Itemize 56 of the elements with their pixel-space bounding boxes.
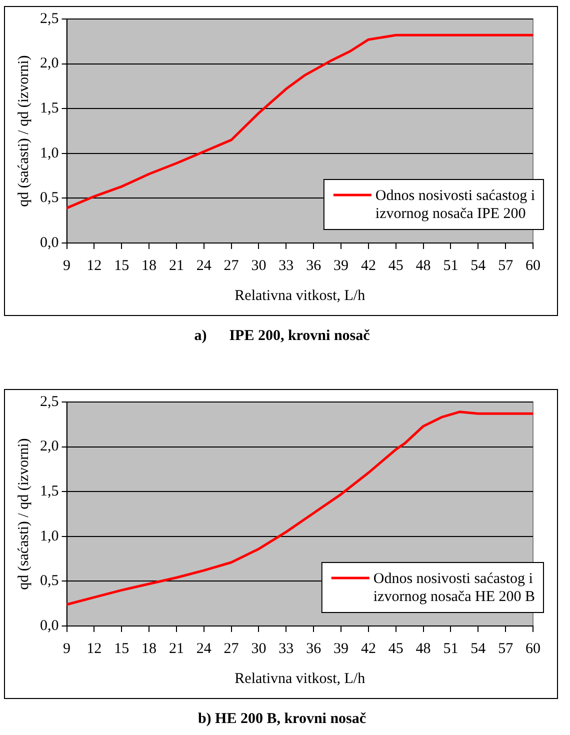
x-tick-label: 60 — [526, 640, 540, 657]
y-tick-label: 0,0 — [40, 618, 59, 634]
x-tick-label: 39 — [334, 258, 349, 274]
x-tick-label: 42 — [360, 258, 376, 274]
y-tick-label: 0,5 — [40, 573, 59, 590]
y-tick-label: 2,0 — [40, 438, 59, 455]
x-tick-label: 18 — [142, 640, 157, 657]
x-tick-label: 21 — [168, 640, 184, 657]
legend-label: Odnos nosivosti saćastog i izvornog nosača HE 200 B — [373, 570, 536, 605]
x-tick-label: 48 — [416, 640, 431, 657]
x-tick-label: 30 — [251, 640, 266, 657]
x-tick-label: 57 — [498, 640, 514, 657]
text: a) IPE 200, krovni nosač — [193, 328, 371, 345]
x-tick-label: 18 — [142, 258, 157, 274]
x-tick-label: 21 — [168, 258, 184, 274]
x-tick-label: 15 — [114, 640, 130, 657]
x-tick-label: 33 — [278, 640, 294, 657]
y-tick-label: 2,0 — [40, 56, 59, 72]
x-tick-label: 36 — [306, 258, 322, 274]
x-tick-label: 57 — [498, 258, 514, 274]
x-tick-label: 45 — [388, 640, 404, 657]
x-tick-label: 36 — [306, 640, 322, 657]
x-tick-label: 30 — [251, 258, 266, 274]
x-tick-label: 27 — [224, 258, 240, 274]
x-tick-label: 9 — [63, 640, 70, 657]
x-tick-label: 15 — [114, 258, 130, 274]
x-tick-label: 45 — [388, 258, 404, 274]
text: b) HE 200 B, krovni nosač — [196, 711, 368, 728]
y-axis-title: qd (saćasti) / qd (izvorni) — [16, 55, 32, 207]
y-tick-label: 0,0 — [40, 234, 59, 251]
x-tick-label: 24 — [196, 258, 212, 274]
legend-label: Odnos nosivosti saćastog i izvornog nosača IPE 200 — [375, 188, 536, 222]
y-tick-label: 0,5 — [40, 190, 59, 206]
x-tick-label: 12 — [86, 258, 102, 274]
x-tick-label: 60 — [526, 258, 540, 274]
x-tick-label: 51 — [443, 258, 458, 274]
x-tick-label: 33 — [278, 258, 294, 274]
x-axis-title: Relativna vitkost, L/h — [234, 288, 366, 304]
y-axis-title: qd (saćasti) / qd (izvorni) — [16, 438, 32, 590]
x-tick-label: 12 — [86, 640, 102, 657]
x-tick-label: 54 — [470, 258, 486, 274]
y-tick-label: 1,0 — [40, 528, 59, 544]
y-tick-label: 1,5 — [40, 484, 59, 500]
x-axis-title: Relativna vitkost, L/h — [234, 670, 366, 687]
x-tick-label: 54 — [470, 640, 486, 657]
y-tick-label: 1,5 — [40, 100, 59, 117]
y-tick-label: 2,5 — [40, 10, 59, 27]
x-tick-label: 42 — [360, 640, 376, 657]
x-tick-label: 39 — [334, 640, 349, 657]
x-tick-label: 51 — [443, 640, 458, 657]
x-tick-label: 24 — [196, 640, 212, 657]
x-tick-label: 27 — [224, 640, 240, 657]
y-tick-label: 1,0 — [40, 145, 59, 162]
x-tick-label: 9 — [63, 258, 70, 274]
y-tick-label: 2,5 — [40, 394, 59, 410]
x-tick-label: 48 — [416, 258, 431, 274]
